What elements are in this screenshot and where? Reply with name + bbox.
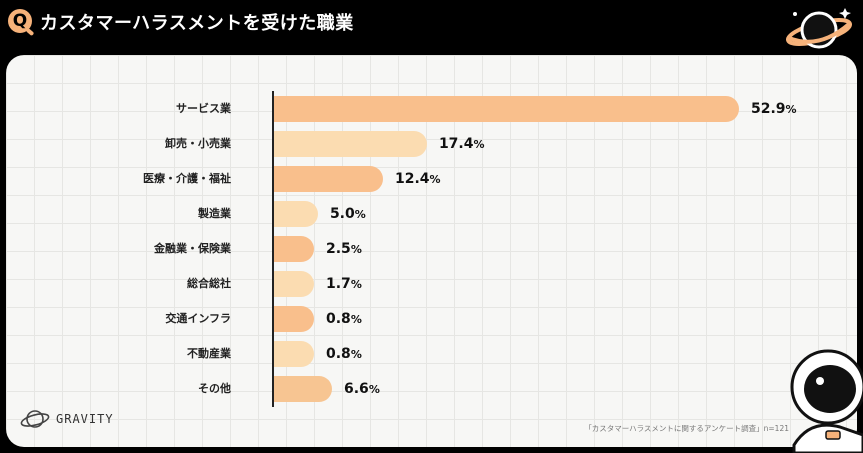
brand-name: GRAVITY (56, 412, 114, 426)
bar (274, 201, 318, 227)
bar (274, 96, 739, 122)
value-label: 17.4% (438, 136, 485, 152)
planet-icon (786, 8, 852, 49)
bar (274, 341, 314, 367)
category-label: 交通インフラ (165, 312, 231, 325)
chart-panel: サービス業 52.9% 卸売・小売業 17.4% 医療・介護・福祉 12.4% 製造業 5.0… (6, 55, 857, 447)
value-label: 12.4% (394, 171, 441, 187)
category-label: 卸売・小売業 (165, 137, 231, 150)
page-title: カスタマーハラスメントを受けた職業 (40, 13, 354, 34)
source-note: 「カスタマーハラスメントに関するアンケート調査」n=121 (584, 424, 789, 433)
value-label: 0.8% (326, 346, 362, 362)
value-label: 52.9% (751, 101, 797, 117)
value-label: 0.8% (326, 311, 362, 327)
bar (274, 166, 383, 192)
bar (274, 271, 314, 297)
bar (274, 131, 427, 157)
value-label: 1.7% (326, 276, 362, 292)
category-label: 医療・介護・福祉 (143, 172, 231, 185)
astronaut-illustration (790, 349, 863, 453)
bar (274, 376, 332, 402)
category-label: 製造業 (198, 207, 231, 220)
bar (274, 306, 314, 332)
y-axis-line (272, 91, 274, 407)
category-label: 金融業・保険業 (154, 242, 231, 255)
category-label: サービス業 (176, 102, 231, 115)
bar-chart: サービス業 52.9% 卸売・小売業 17.4% 医療・介護・福祉 12.4% 製造業 5.0… (6, 55, 857, 447)
brand-logo: GRAVITY (20, 404, 114, 434)
category-label: その他 (198, 382, 231, 395)
value-label: 6.6% (344, 381, 380, 397)
category-label: 不動産業 (187, 347, 231, 360)
value-label: 5.0% (329, 206, 366, 222)
q-icon: Q (8, 9, 32, 33)
category-label: 総合総社 (187, 277, 231, 290)
value-label: 2.5% (326, 241, 362, 257)
bar (274, 236, 314, 262)
header-bar: Q カスタマーハラスメントを受けた職業 (0, 0, 863, 49)
planet-icon (20, 410, 50, 428)
